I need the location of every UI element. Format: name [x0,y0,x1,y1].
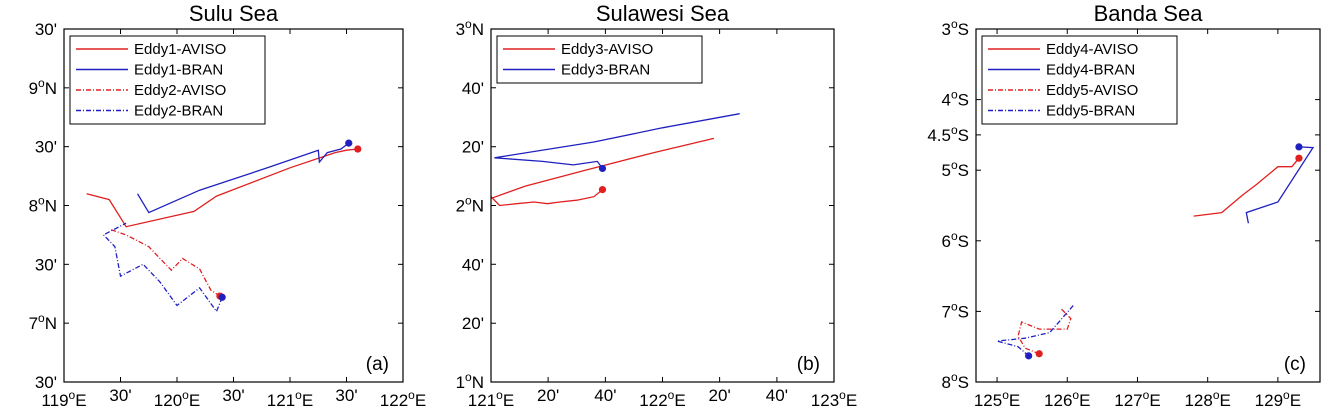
x-tick-label: 20' [537,386,559,405]
series-line-eddy3-aviso [491,137,715,207]
y-tick-label: 4oS [942,88,970,110]
start-marker-eddy1-bran [345,139,353,147]
y-tick-label: 7oS [942,299,970,321]
x-tick-label: 120oE [154,388,200,410]
start-marker-eddy2-bran [218,293,226,301]
y-tick-label: 30' [35,373,57,392]
series-line-eddy3-bran [494,113,740,169]
start-marker-eddy1-aviso [354,145,362,153]
panel-label: (c) [1284,354,1306,375]
y-tick-label: 4.5oS [927,123,969,145]
series-line-eddy2-aviso [108,228,221,297]
panel-2: Sulawesi Sea 121oE 20' 40' 122oE 20' 40' 123oE 3… [456,1,858,410]
x-tick-label: 119oE [41,388,86,410]
x-tick-label: 122oE [380,388,426,410]
y-tick-label: 6oS [942,229,970,251]
start-marker-eddy5-aviso [1035,350,1043,358]
panel-3: Banda Sea 125oE 126oE 127oE 128oE 129oE 3oS 4oS… [927,1,1321,410]
x-tick-label: 30' [109,386,131,405]
y-tick-label: 1oN [456,370,484,392]
y-tick-label: 3oS [942,17,970,39]
x-tick-label: 127oE [1114,388,1160,410]
legend-label: Eddy3-AVISO [561,41,653,58]
x-tick-label: 121oE [267,388,313,410]
panel-label: (b) [797,354,820,375]
y-tick-label: 7oN [29,311,57,333]
legend-label: Eddy2-BRAN [134,103,223,120]
x-tick-label: 40' [766,386,788,405]
y-tick-label: 5oS [942,158,970,180]
series-line-eddy2-bran [102,222,223,313]
legend-label: Eddy1-BRAN [134,62,223,79]
legend-label: Eddy5-BRAN [1046,103,1135,120]
y-tick-label: 9oN [29,76,57,98]
series-line-eddy1-bran [136,142,350,214]
legend-label: Eddy4-AVISO [1046,41,1138,58]
y-tick-label: 2oN [456,194,484,216]
x-tick-label: 121oE [468,388,514,410]
x-tick-label: 30' [222,386,244,405]
x-tick-label: 20' [709,386,731,405]
legend-box [69,35,266,125]
y-tick-label: 8oS [942,370,970,392]
x-tick-label: 30' [335,386,357,405]
legend-label: Eddy1-AVISO [134,41,226,58]
legend: Eddy3-AVISO Eddy3-BRAN [496,35,703,84]
series-line-eddy5-aviso [1017,307,1072,355]
start-marker-eddy4-bran [1295,143,1303,151]
x-tick-label: 122oE [639,388,685,410]
track-lines [86,139,362,313]
start-marker-eddy4-aviso [1295,154,1303,162]
x-tick-label: 129oE [1255,388,1301,410]
y-tick-label: 20' [462,138,484,157]
x-tick-label: 40' [594,386,616,405]
legend-label: Eddy3-BRAN [561,62,650,79]
x-tick-label: 128oE [1184,388,1230,410]
start-marker-eddy5-bran [1025,352,1033,360]
x-tick-label: 123oE [811,388,857,410]
x-tick-label: 126oE [1044,388,1090,410]
legend-label: Eddy5-AVISO [1046,82,1138,99]
y-tick-label: 30' [35,20,57,39]
y-tick-label: 30' [35,138,57,157]
y-tick-label: 30' [35,255,57,274]
track-lines [491,113,740,207]
legend: Eddy1-AVISO Eddy1-BRAN Eddy2-AVISO Eddy2-BR… [69,35,266,125]
legend-box [496,35,703,84]
y-tick-label: 8oN [29,194,57,216]
legend-label: Eddy2-AVISO [134,82,226,99]
panel-title: Banda Sea [1094,1,1204,26]
legend: Eddy4-AVISO Eddy4-BRAN Eddy5-AVISO Eddy5-BR… [981,35,1178,125]
x-tick-label: 125oE [974,388,1020,410]
panel-title: Sulu Sea [189,1,279,26]
y-tick-label: 40' [462,255,484,274]
y-tick-label: 20' [462,314,484,333]
series-line-eddy5-bran [996,303,1075,357]
y-tick-label: 40' [462,79,484,98]
y-tick-label: 3oN [456,17,484,39]
legend-label: Eddy4-BRAN [1046,62,1135,79]
series-line-eddy4-aviso [1193,157,1300,217]
start-marker-eddy3-aviso [598,186,607,194]
legend-box [981,35,1178,125]
track-lines [996,143,1315,360]
start-marker-eddy3-bran [598,164,607,173]
panel-title: Sulawesi Sea [596,1,730,26]
axes-frame [975,28,1321,383]
series-line-eddy4-bran [1245,146,1315,224]
series-line-eddy1-aviso [86,148,358,228]
panel-label: (a) [366,354,389,375]
